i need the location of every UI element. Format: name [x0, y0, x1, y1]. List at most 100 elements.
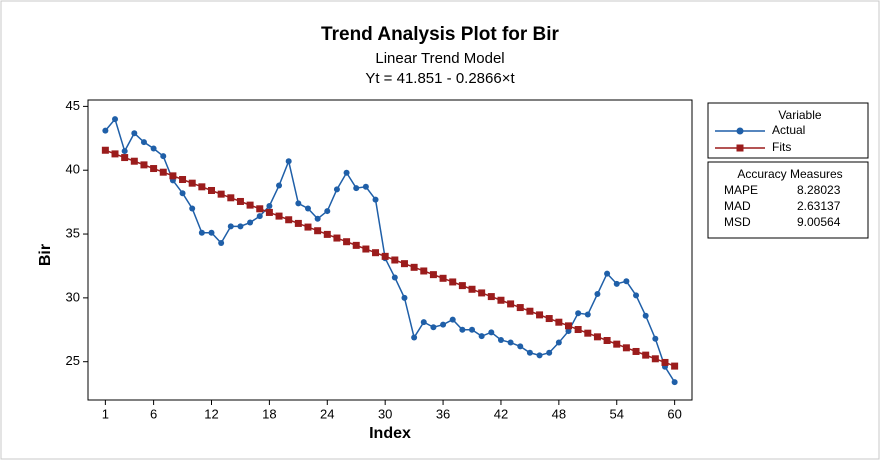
point	[507, 300, 515, 308]
x-axis-label: Index	[369, 425, 411, 442]
legend-title: Variable	[778, 108, 821, 122]
point	[150, 145, 157, 152]
point	[613, 340, 621, 348]
x-tick-label: 6	[150, 406, 157, 421]
point	[227, 194, 235, 202]
point	[372, 196, 379, 203]
x-tick-label: 54	[610, 406, 624, 421]
point	[574, 326, 582, 334]
point	[555, 318, 563, 326]
point	[633, 292, 640, 299]
point	[323, 230, 331, 238]
point	[603, 336, 611, 344]
point	[266, 202, 273, 209]
point	[623, 278, 630, 285]
point	[642, 351, 650, 359]
x-tick-label: 60	[667, 406, 681, 421]
point	[218, 239, 225, 246]
point	[391, 274, 398, 281]
accuracy-label: MAD	[724, 199, 751, 213]
accuracy-box	[707, 161, 869, 239]
point	[353, 185, 360, 192]
point	[478, 333, 485, 340]
point	[497, 296, 505, 304]
point	[198, 229, 205, 236]
point	[420, 319, 427, 326]
x-tick-label: 18	[262, 406, 276, 421]
point	[150, 165, 158, 173]
point	[555, 339, 562, 346]
x-tick-label: 42	[494, 406, 508, 421]
point	[304, 223, 312, 231]
x-tick-label: 48	[552, 406, 566, 421]
point	[343, 238, 351, 246]
point	[478, 289, 486, 297]
point	[381, 252, 389, 260]
point	[671, 379, 678, 386]
point	[642, 312, 649, 319]
point	[256, 205, 264, 213]
point	[526, 349, 533, 356]
point	[333, 186, 340, 193]
point	[362, 183, 369, 190]
point	[237, 223, 244, 230]
point	[140, 161, 148, 169]
point	[179, 176, 187, 184]
point	[246, 201, 254, 209]
chart-title: Trend Analysis Plot for Bir	[321, 24, 560, 45]
y-tick-label: 30	[66, 289, 80, 304]
point	[236, 197, 244, 205]
point	[121, 148, 128, 155]
point	[507, 339, 514, 346]
accuracy-label: MAPE	[724, 183, 758, 197]
point	[468, 285, 476, 293]
point	[449, 316, 456, 323]
point	[179, 190, 186, 197]
y-tick-label: 35	[66, 225, 80, 240]
accuracy-value: 8.28023	[797, 183, 841, 197]
x-tick-label: 12	[204, 406, 218, 421]
point	[401, 294, 408, 301]
point	[429, 271, 437, 279]
point	[198, 183, 206, 191]
point	[256, 213, 263, 220]
point	[411, 334, 418, 341]
point	[333, 234, 341, 242]
point	[469, 326, 476, 333]
point	[449, 278, 457, 286]
point	[526, 307, 534, 315]
equation: Yt = 41.851 - 0.2866×t	[365, 70, 515, 87]
y-axis-label: Bir	[37, 244, 54, 266]
point	[285, 158, 292, 165]
point	[400, 260, 408, 268]
point	[121, 154, 129, 162]
point	[130, 157, 138, 165]
point	[295, 200, 302, 207]
point	[140, 139, 147, 146]
point	[661, 358, 669, 366]
chart-subtitle: Linear Trend Model	[375, 50, 504, 67]
point	[159, 168, 167, 176]
point	[275, 212, 283, 220]
point	[613, 280, 620, 287]
point	[208, 186, 216, 194]
point	[516, 304, 524, 312]
point	[188, 179, 196, 187]
point	[294, 219, 302, 227]
point	[488, 329, 495, 336]
point	[536, 352, 543, 359]
x-tick-label: 1	[102, 406, 109, 421]
point	[247, 219, 254, 226]
point	[671, 362, 679, 370]
y-tick-label: 45	[66, 98, 80, 113]
point	[546, 349, 553, 356]
point	[487, 293, 495, 301]
point	[189, 205, 196, 212]
point	[517, 343, 524, 350]
point	[362, 245, 370, 253]
point	[343, 169, 350, 176]
point	[420, 267, 428, 275]
point	[622, 344, 630, 352]
point	[324, 208, 331, 215]
plot-area	[87, 99, 693, 401]
